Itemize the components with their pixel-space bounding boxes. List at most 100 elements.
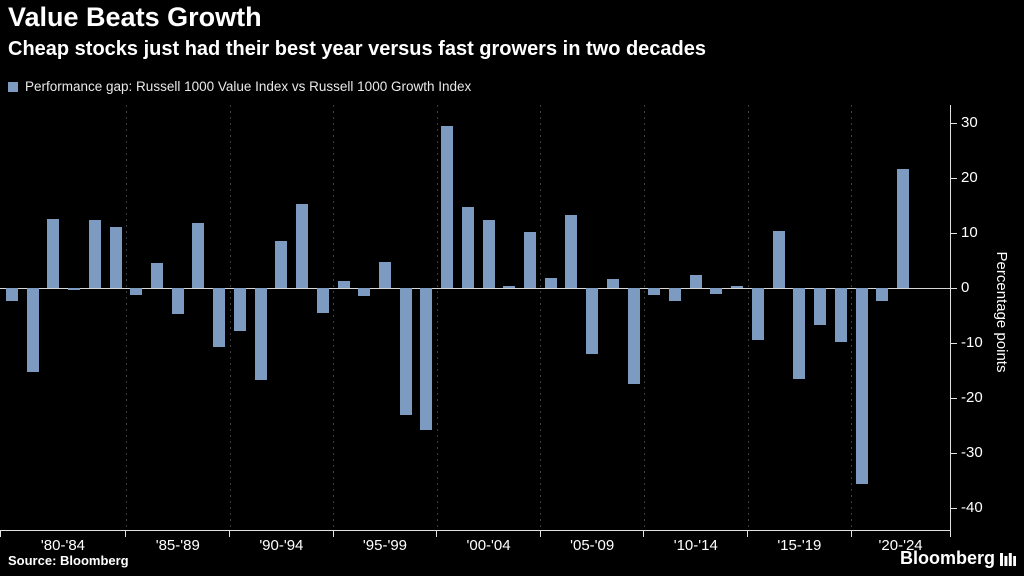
y-axis-tick xyxy=(950,177,957,179)
bar-2019 xyxy=(834,288,847,343)
source-note: Source: Bloomberg xyxy=(8,553,129,568)
y-axis-tick-label: 0 xyxy=(961,279,970,296)
bar-2021 xyxy=(876,288,889,302)
x-axis-tick-label: '15-'19 xyxy=(777,537,822,554)
legend-swatch-icon xyxy=(8,81,18,92)
bar-2017 xyxy=(793,288,806,380)
y-axis-tick-label: -40 xyxy=(961,499,983,516)
y-axis-tick-label: 20 xyxy=(961,169,978,186)
bar-1996 xyxy=(358,288,371,297)
bar-1992 xyxy=(275,240,288,288)
y-axis-tick-label: -30 xyxy=(961,444,983,461)
bar-2022 xyxy=(896,169,909,288)
y-axis-tick xyxy=(950,287,957,289)
y-axis-tick-label: 10 xyxy=(961,224,978,241)
x-axis-line xyxy=(0,530,951,531)
bloomberg-wordmark: Bloomberg xyxy=(899,548,995,568)
bar-2011 xyxy=(669,288,682,301)
bar-1993 xyxy=(296,204,309,288)
bar-2004 xyxy=(524,231,536,288)
y-axis-tick xyxy=(950,397,957,399)
x-axis-tick-label: '00-'04 xyxy=(466,537,511,554)
y-axis-title: Percentage points xyxy=(993,251,1010,373)
y-axis-tick-label: 30 xyxy=(961,114,978,131)
y-axis-tick xyxy=(950,232,957,234)
bar-2014 xyxy=(731,285,744,288)
gridline-6 xyxy=(747,105,749,530)
bar-1997 xyxy=(378,262,391,288)
y-axis-tick xyxy=(950,122,957,124)
bar-1995 xyxy=(337,281,350,288)
y-axis-tick-label: -20 xyxy=(961,389,983,406)
gridline-1 xyxy=(229,105,231,530)
bar-1994 xyxy=(316,288,329,314)
gridline-5 xyxy=(643,105,645,530)
x-axis-tick-3 xyxy=(332,531,334,537)
x-axis-tick-4 xyxy=(436,531,438,537)
x-axis-tick-label: '05-'09 xyxy=(570,537,615,554)
y-axis-tick-label: -10 xyxy=(961,334,983,351)
bar-2006 xyxy=(565,215,578,288)
bar-2018 xyxy=(814,288,827,326)
bar-2008 xyxy=(606,279,619,288)
bar-1984 xyxy=(109,226,122,288)
bar-2002 xyxy=(482,219,495,288)
y-axis-tick xyxy=(950,452,957,454)
x-axis-tick-9 xyxy=(949,531,951,537)
bar-1979 xyxy=(6,288,18,301)
x-axis-tick-label: '90-'94 xyxy=(259,537,304,554)
bar-2000 xyxy=(441,126,454,288)
x-axis-tick-2 xyxy=(229,531,231,537)
x-axis-tick-0 xyxy=(0,531,1,537)
gridline-3 xyxy=(436,105,438,530)
x-axis-tick-7 xyxy=(747,531,749,537)
bar-1983 xyxy=(88,220,101,288)
y-axis-line xyxy=(950,105,951,531)
gridline-0 xyxy=(125,105,127,530)
bar-1989 xyxy=(213,288,226,347)
chart-subtitle: Cheap stocks just had their best year ve… xyxy=(8,38,707,60)
gridline-2 xyxy=(333,105,335,530)
x-axis-tick-label: '80-'84 xyxy=(40,537,86,554)
y-axis-tick xyxy=(950,342,957,344)
legend-label: Performance gap: Russell 1000 Value Inde… xyxy=(25,79,472,94)
bar-2007 xyxy=(586,288,599,354)
bar-2009 xyxy=(627,288,640,385)
bar-2015 xyxy=(751,288,764,341)
bar-1998 xyxy=(399,288,412,416)
x-axis-tick-1 xyxy=(125,531,127,537)
bloomberg-logo-icon xyxy=(1000,552,1016,566)
bar-1988 xyxy=(192,222,205,288)
legend: Performance gap: Russell 1000 Value Inde… xyxy=(8,79,471,94)
bar-2020 xyxy=(855,288,868,485)
bloomberg-logo: Bloomberg xyxy=(900,548,1016,569)
x-axis-tick-label: '10-'14 xyxy=(673,537,718,554)
y-axis-tick xyxy=(950,507,957,509)
bar-2005 xyxy=(544,278,557,288)
bar-1982 xyxy=(68,288,81,291)
bar-1991 xyxy=(254,288,267,380)
bar-1985 xyxy=(130,288,143,296)
bar-2001 xyxy=(461,206,474,288)
bar-2010 xyxy=(648,288,661,295)
x-axis-tick-label: '85-'89 xyxy=(155,537,200,554)
x-axis-tick-label: '95-'99 xyxy=(362,537,407,554)
x-axis-tick-5 xyxy=(539,531,541,537)
bar-1987 xyxy=(171,288,184,315)
gridline-7 xyxy=(851,105,853,530)
bar-1981 xyxy=(47,218,60,288)
bar-2012 xyxy=(689,275,702,288)
x-axis-tick-6 xyxy=(643,531,645,537)
zero-line xyxy=(0,287,950,289)
gridline-4 xyxy=(540,105,542,530)
x-axis-tick-label: '20-'24 xyxy=(878,537,923,554)
bar-1999 xyxy=(420,288,433,430)
bar-1990 xyxy=(233,288,246,331)
bar-2016 xyxy=(772,231,785,288)
x-axis-tick-8 xyxy=(850,531,852,537)
bar-2003 xyxy=(503,286,516,288)
bar-2013 xyxy=(710,288,723,294)
chart-title: Value Beats Growth xyxy=(8,2,262,32)
